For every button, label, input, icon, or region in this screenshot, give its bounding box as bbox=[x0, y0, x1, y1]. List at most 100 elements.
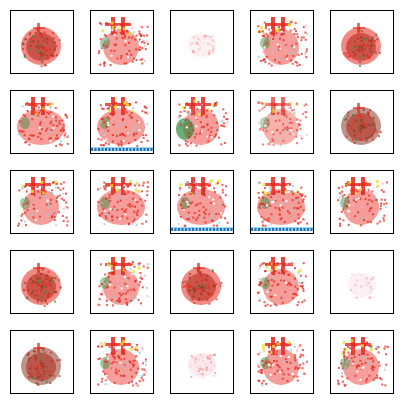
noise-pixel bbox=[361, 48, 364, 51]
noise-pixel bbox=[57, 186, 60, 189]
noise-pixel bbox=[29, 45, 32, 48]
noise-pixel bbox=[260, 368, 263, 371]
noise-pixel bbox=[36, 383, 39, 386]
sample-cell bbox=[10, 90, 74, 154]
noise-pixel bbox=[210, 361, 213, 364]
noise-pixel bbox=[359, 114, 362, 117]
noise-pixel bbox=[56, 137, 59, 140]
noise-pixel bbox=[193, 182, 196, 185]
noise-pixel bbox=[128, 222, 131, 225]
noise-pixel bbox=[220, 120, 223, 123]
noise-pixel bbox=[386, 345, 389, 348]
noise-pixel bbox=[44, 190, 47, 193]
noise-pixel bbox=[261, 107, 264, 110]
noise-pixel bbox=[206, 292, 209, 295]
noise-pixel bbox=[195, 218, 198, 221]
noise-pixel bbox=[371, 357, 374, 360]
noise-pixel bbox=[140, 140, 143, 143]
noise-pixel bbox=[258, 30, 261, 33]
stripe-pixel bbox=[105, 148, 107, 151]
highlight-pixel bbox=[269, 268, 273, 272]
noise-pixel bbox=[54, 186, 57, 189]
noise-pixel bbox=[126, 217, 129, 220]
noise-pixel bbox=[355, 366, 358, 369]
noise-pixel bbox=[276, 369, 279, 372]
noise-pixel bbox=[305, 24, 308, 27]
highlight-pixel bbox=[265, 265, 269, 269]
noise-pixel bbox=[282, 360, 285, 363]
noise-pixel bbox=[374, 128, 377, 131]
noise-pixel bbox=[356, 190, 359, 193]
noise-pixel bbox=[131, 128, 134, 131]
noise-pixel bbox=[113, 356, 116, 359]
noise-pixel bbox=[380, 378, 383, 381]
noise-pixel bbox=[359, 124, 362, 127]
noise-pixel bbox=[141, 348, 144, 351]
noise-pixel bbox=[361, 36, 364, 39]
noise-pixel bbox=[117, 143, 120, 146]
noise-pixel bbox=[115, 261, 118, 264]
noise-pixel bbox=[144, 48, 147, 51]
noise-pixel bbox=[120, 132, 123, 135]
stripe-pixel bbox=[223, 228, 226, 231]
noise-pixel bbox=[64, 205, 67, 208]
noise-pixel bbox=[128, 142, 131, 145]
noise-pixel bbox=[361, 30, 364, 33]
noise-pixel bbox=[144, 358, 147, 361]
noise-pixel bbox=[193, 136, 196, 139]
noise-pixel bbox=[192, 50, 195, 53]
noise-pixel bbox=[46, 370, 49, 373]
noise-pixel bbox=[38, 132, 41, 135]
noise-pixel bbox=[296, 33, 299, 36]
noise-pixel bbox=[110, 362, 113, 365]
noise-pixel bbox=[33, 207, 36, 210]
noise-pixel bbox=[346, 181, 349, 184]
noise-pixel bbox=[58, 120, 61, 123]
noise-pixel bbox=[291, 47, 294, 50]
noise-pixel bbox=[213, 104, 216, 107]
noise-pixel bbox=[123, 191, 126, 194]
noise-pixel bbox=[355, 44, 358, 47]
noise-pixel bbox=[43, 39, 46, 42]
noise-pixel bbox=[63, 134, 66, 137]
noise-pixel bbox=[143, 45, 146, 48]
noise-pixel bbox=[367, 55, 370, 58]
noise-pixel bbox=[97, 137, 100, 140]
noise-pixel bbox=[37, 44, 40, 47]
noise-pixel bbox=[59, 286, 62, 289]
sparkle bbox=[106, 121, 110, 124]
noise-pixel bbox=[99, 293, 102, 296]
noise-pixel bbox=[203, 141, 206, 144]
noise-pixel bbox=[258, 299, 261, 302]
noise-pixel bbox=[54, 116, 57, 119]
noise-pixel bbox=[263, 58, 266, 61]
noise-pixel bbox=[60, 128, 63, 131]
sprite-body bbox=[103, 269, 139, 305]
noise-pixel bbox=[185, 142, 188, 145]
highlight-pixel bbox=[110, 21, 114, 25]
noise-pixel bbox=[197, 298, 200, 301]
noise-pixel bbox=[262, 32, 265, 35]
noise-pixel bbox=[297, 213, 300, 216]
noise-pixel bbox=[199, 354, 202, 357]
sparkle bbox=[111, 28, 114, 32]
stripe-pixel bbox=[112, 148, 114, 151]
noise-pixel bbox=[44, 300, 47, 303]
sparkle bbox=[206, 135, 209, 138]
noise-pixel bbox=[269, 304, 272, 307]
noise-pixel bbox=[119, 134, 122, 137]
noise-pixel bbox=[260, 205, 263, 208]
sparkle bbox=[286, 184, 290, 187]
noise-pixel bbox=[24, 205, 27, 208]
highlight-pixel bbox=[210, 179, 214, 183]
noise-pixel bbox=[360, 192, 363, 195]
noise-pixel bbox=[368, 57, 371, 60]
noise-pixel bbox=[296, 375, 299, 378]
noise-pixel bbox=[20, 214, 23, 217]
noise-pixel bbox=[359, 198, 362, 201]
noise-pixel bbox=[192, 194, 195, 197]
noise-pixel bbox=[17, 133, 20, 136]
noise-pixel bbox=[119, 23, 122, 26]
noise-pixel bbox=[197, 42, 200, 45]
noise-pixel bbox=[97, 345, 100, 348]
